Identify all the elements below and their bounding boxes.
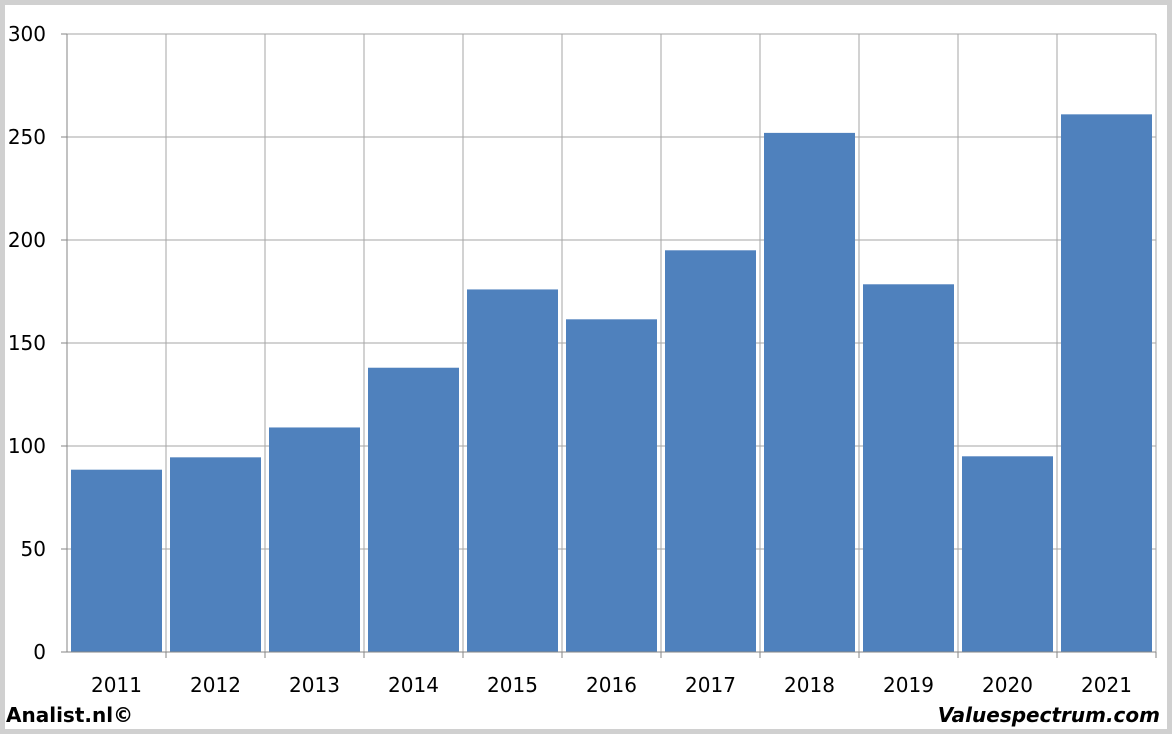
bar-2013 xyxy=(269,427,360,652)
x-tick-label: 2020 xyxy=(982,673,1033,697)
bar-2015 xyxy=(467,289,558,652)
bars xyxy=(71,114,1152,653)
y-tick-label: 200 xyxy=(8,228,46,252)
x-tick-label: 2019 xyxy=(883,673,934,697)
bar-2017 xyxy=(665,250,756,653)
y-tick-label: 300 xyxy=(8,22,46,46)
y-tick-label: 50 xyxy=(21,537,46,561)
x-tick-label: 2018 xyxy=(784,673,835,697)
bar-2011 xyxy=(71,469,162,652)
y-tick-label: 150 xyxy=(8,331,46,355)
x-tick-label: 2011 xyxy=(91,673,142,697)
bar-2019 xyxy=(863,284,954,652)
x-tick-label: 2016 xyxy=(586,673,637,697)
x-tick-label: 2017 xyxy=(685,673,736,697)
x-tick-label: 2012 xyxy=(190,673,241,697)
footer-source-left: Analist.nl© xyxy=(6,703,134,727)
bar-2020 xyxy=(962,456,1053,652)
x-tick-label: 2014 xyxy=(388,673,439,697)
footer-source-right: Valuespectrum.com xyxy=(937,703,1160,727)
grid xyxy=(67,33,1157,652)
y-tick-label: 250 xyxy=(8,125,46,149)
bar-2018 xyxy=(764,132,855,652)
y-tick-labels: 0 50 100 150 200 250 300 xyxy=(8,22,46,664)
axes xyxy=(61,33,1157,658)
bar-2014 xyxy=(368,367,459,652)
x-tick-label: 2021 xyxy=(1081,673,1132,697)
x-tick-labels: 2011 2012 2013 2014 2015 2016 2017 2018 2019 2020… xyxy=(91,673,1132,697)
x-tick-label: 2013 xyxy=(289,673,340,697)
y-tick-label: 0 xyxy=(33,640,46,664)
y-tick-label: 100 xyxy=(8,434,46,458)
x-tick-label: 2015 xyxy=(487,673,538,697)
bar-2016 xyxy=(566,319,657,652)
bar-2021 xyxy=(1061,114,1152,653)
bar-2012 xyxy=(170,457,261,652)
